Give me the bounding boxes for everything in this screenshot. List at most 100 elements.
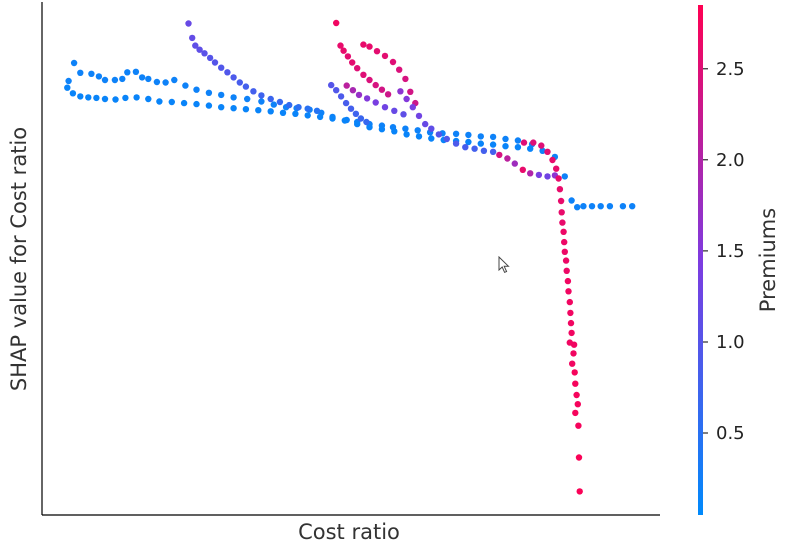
y-axis-label: SHAP value for Cost ratio — [7, 127, 31, 391]
data-point — [561, 248, 568, 255]
data-point — [354, 65, 361, 72]
data-point — [193, 100, 200, 108]
data-point — [422, 120, 429, 128]
data-point — [363, 118, 370, 126]
data-point — [304, 112, 311, 119]
data-point — [573, 391, 580, 399]
data-point — [576, 488, 583, 495]
data-point — [366, 76, 373, 84]
data-point — [211, 59, 219, 66]
data-point — [504, 155, 511, 162]
data-point — [462, 144, 469, 151]
data-point — [465, 138, 472, 146]
data-point — [64, 84, 71, 91]
data-point — [588, 203, 596, 210]
data-point — [206, 54, 214, 62]
data-point — [402, 75, 409, 83]
data-point — [337, 42, 344, 49]
data-point — [205, 89, 213, 97]
data-point — [428, 135, 435, 142]
data-point — [349, 87, 357, 94]
data-point — [372, 99, 379, 106]
data-point — [403, 131, 410, 138]
data-point — [465, 131, 472, 139]
data-point — [477, 140, 484, 147]
data-point — [407, 88, 414, 96]
data-point — [389, 58, 397, 66]
data-point — [250, 88, 257, 95]
data-point — [409, 104, 416, 111]
data-point — [553, 165, 560, 172]
data-point — [381, 52, 389, 60]
scatter-points — [64, 19, 636, 495]
data-point — [567, 309, 574, 317]
data-point — [619, 203, 627, 210]
data-point — [496, 151, 503, 159]
data-point — [168, 98, 175, 106]
data-point — [342, 99, 350, 107]
data-point — [381, 104, 389, 111]
colorbar-tick-label: 1.0 — [716, 332, 745, 353]
data-point — [366, 43, 373, 50]
data-point — [156, 98, 163, 105]
data-point — [218, 104, 225, 111]
data-point — [180, 99, 188, 107]
data-point — [122, 94, 129, 102]
data-point — [452, 130, 460, 137]
data-point — [65, 77, 72, 85]
data-point — [230, 74, 237, 81]
data-point — [606, 203, 614, 210]
data-point — [378, 86, 386, 93]
data-point — [575, 422, 582, 429]
data-point — [85, 94, 92, 101]
data-point — [316, 113, 324, 121]
data-point — [267, 108, 274, 115]
data-point — [452, 140, 460, 147]
data-point — [415, 133, 423, 140]
data-point — [556, 186, 564, 193]
data-point — [218, 64, 225, 71]
data-point — [559, 219, 566, 226]
data-point — [391, 128, 398, 135]
data-point — [514, 144, 522, 151]
data-point — [471, 145, 478, 152]
data-point — [502, 143, 509, 150]
data-point — [569, 360, 576, 367]
data-point — [276, 98, 284, 106]
data-point — [514, 137, 522, 144]
data-point — [313, 107, 321, 115]
data-point — [629, 203, 636, 210]
data-point — [378, 126, 386, 133]
data-point — [69, 90, 77, 97]
data-point — [101, 76, 109, 84]
data-point — [597, 203, 604, 210]
data-point — [304, 105, 311, 112]
data-point — [489, 141, 497, 148]
data-point — [230, 105, 237, 112]
data-point — [373, 48, 381, 55]
data-point — [138, 74, 146, 81]
data-point — [153, 78, 161, 86]
data-point — [337, 93, 345, 100]
data-point — [286, 101, 293, 109]
colorbar-tick-label: 1.5 — [716, 241, 745, 262]
data-point — [355, 91, 363, 99]
data-point — [171, 76, 178, 84]
data-point — [435, 131, 442, 138]
data-point — [349, 59, 356, 66]
data-point — [111, 76, 119, 84]
data-point — [347, 105, 355, 112]
data-point — [292, 110, 299, 118]
colorbar-tick-label: 2.0 — [716, 150, 745, 171]
data-point — [570, 341, 578, 348]
data-point — [544, 173, 551, 180]
data-point — [397, 88, 404, 95]
data-point — [574, 204, 581, 211]
data-point — [270, 101, 277, 108]
data-point — [205, 102, 213, 109]
data-point — [428, 125, 435, 132]
data-point — [329, 115, 336, 122]
data-point — [295, 104, 302, 111]
data-point — [403, 95, 410, 103]
data-point — [189, 34, 196, 42]
